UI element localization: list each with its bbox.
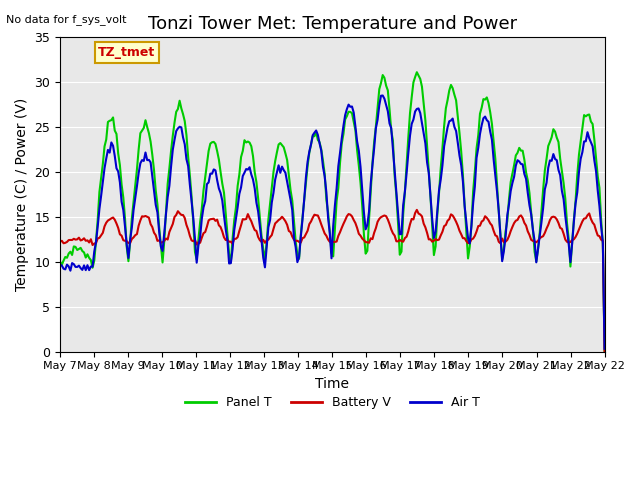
Panel T [56,259,64,264]
Panel T [449,85,456,91]
Battery V [601,349,609,355]
Air T [135,170,143,176]
Air T [442,134,450,140]
Panel T [413,69,420,75]
Text: TZ_tmet: TZ_tmet [99,46,156,59]
Battery V [413,207,420,213]
X-axis label: Time: Time [316,377,349,391]
Air T [338,135,346,141]
Air T [379,93,387,98]
Text: No data for f_sys_volt: No data for f_sys_volt [6,14,127,25]
Air T [601,346,609,352]
Panel T [338,141,346,146]
Panel T [505,196,513,202]
Battery V [505,233,513,239]
Battery V [56,239,64,245]
Y-axis label: Temperature (C) / Power (V): Temperature (C) / Power (V) [15,98,29,291]
Air T [505,202,513,207]
Battery V [338,225,346,231]
Panel T [536,230,543,236]
Battery V [135,223,143,228]
Air T [536,233,543,239]
Title: Tonzi Tower Met: Temperature and Power: Tonzi Tower Met: Temperature and Power [148,15,517,33]
Air T [449,116,456,121]
Battery V [536,236,543,241]
Line: Panel T: Panel T [60,72,605,351]
Air T [56,262,64,267]
Line: Battery V: Battery V [60,210,605,352]
Line: Air T: Air T [60,96,605,349]
Panel T [135,146,143,152]
Battery V [442,222,450,228]
Battery V [449,213,456,218]
Panel T [442,106,450,111]
Panel T [601,348,609,354]
Legend: Panel T, Battery V, Air T: Panel T, Battery V, Air T [180,391,484,414]
